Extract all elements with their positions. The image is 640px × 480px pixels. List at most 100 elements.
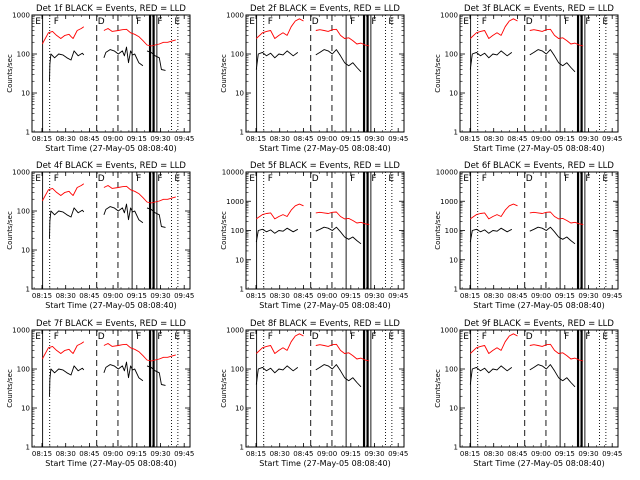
y-axis-label: Counts/sec xyxy=(6,54,14,93)
x-tick-label: 08:30 xyxy=(484,135,504,143)
region-letter: F xyxy=(482,17,487,27)
region-letter: D xyxy=(312,174,319,184)
events-series-line xyxy=(255,50,299,70)
panel-title: Det 6f BLACK = Events, RED = LLD xyxy=(464,161,614,171)
y-tick-label: 100 xyxy=(231,51,244,59)
x-tick-label: 09:00 xyxy=(103,292,123,300)
region-letter: F xyxy=(585,17,590,27)
region-letter: D xyxy=(526,174,533,184)
region-letter: E xyxy=(249,174,255,184)
x-tick-label: 08:45 xyxy=(79,450,99,458)
y-tick-label: 1 xyxy=(26,129,30,137)
plot-frame xyxy=(245,14,405,133)
region-letter: F xyxy=(585,332,590,342)
y-tick-label: 100 xyxy=(17,366,30,374)
events-series-line xyxy=(529,49,576,73)
y-axis-label: Counts/sec xyxy=(220,369,228,408)
y-tick-label: 100 xyxy=(17,51,30,59)
x-axis-label: Start Time (27-May-05 08:08:40) xyxy=(45,144,176,153)
panel-title: Det 4f BLACK = Events, RED = LLD xyxy=(36,161,186,171)
x-tick-label: 08:30 xyxy=(484,292,504,300)
lld-series-line xyxy=(529,343,584,362)
y-tick-label: 10 xyxy=(235,405,244,413)
events-series-line xyxy=(315,49,362,73)
x-tick-label: 09:00 xyxy=(531,450,551,458)
region-letter: F xyxy=(371,17,376,27)
y-axis-label: Counts/sec xyxy=(434,211,442,250)
x-tick-label: 08:30 xyxy=(270,292,290,300)
panel-title: Det 5f BLACK = Events, RED = LLD xyxy=(250,161,400,171)
region-letter: F xyxy=(54,174,59,184)
detector-panel-3: Det 3f BLACK = Events, RED = LLD Counts/s… xyxy=(434,4,622,153)
y-tick-label: 10 xyxy=(449,256,458,264)
region-letter: D xyxy=(312,17,319,27)
events-series-line xyxy=(255,227,299,243)
x-tick-label: 08:45 xyxy=(293,135,313,143)
y-tick-label: 1 xyxy=(454,286,458,294)
y-axis-label: Counts/sec xyxy=(6,211,14,250)
events-series-line xyxy=(469,365,513,385)
x-tick-label: 09:45 xyxy=(174,292,194,300)
x-tick-label: 09:00 xyxy=(531,135,551,143)
events-series-line xyxy=(103,46,144,67)
region-letter: E xyxy=(35,174,41,184)
x-tick-label: 09:00 xyxy=(317,450,337,458)
region-letter: E xyxy=(249,332,255,342)
region-letter: F xyxy=(136,174,141,184)
x-tick-label: 09:15 xyxy=(555,292,575,300)
y-tick-label: 1 xyxy=(26,444,30,452)
y-tick-label: 1000 xyxy=(12,169,30,177)
events-series-line xyxy=(469,50,513,70)
lld-series-line xyxy=(103,185,176,204)
events-series-line xyxy=(103,361,144,382)
y-tick-label: 1000 xyxy=(12,12,30,20)
y-tick-label: 10 xyxy=(21,90,30,98)
region-letter: D xyxy=(526,332,533,342)
x-tick-label: 08:30 xyxy=(56,450,76,458)
region-letter: F xyxy=(157,174,162,184)
region-letter: F xyxy=(585,174,590,184)
x-axis-label: Start Time (27-May-05 08:08:40) xyxy=(473,459,604,468)
region-letter: D xyxy=(98,332,105,342)
panel-title: Det 7f BLACK = Events, RED = LLD xyxy=(36,319,186,329)
x-axis-label: Start Time (27-May-05 08:08:40) xyxy=(259,301,390,310)
region-letter: F xyxy=(564,332,569,342)
y-tick-label: 10000 xyxy=(436,169,458,177)
y-tick-label: 1 xyxy=(240,286,244,294)
lld-series-line xyxy=(315,28,370,47)
region-letter: E xyxy=(174,174,180,184)
events-series-line xyxy=(146,365,166,386)
x-tick-label: 09:30 xyxy=(364,135,384,143)
x-tick-label: 09:30 xyxy=(578,450,598,458)
x-tick-label: 08:30 xyxy=(270,450,290,458)
lld-series-line xyxy=(103,28,176,47)
panel-title: Det 3f BLACK = Events, RED = LLD xyxy=(464,4,614,14)
region-letter: E xyxy=(388,332,394,342)
panel-title: Det 1f BLACK = Events, RED = LLD xyxy=(36,4,186,14)
x-tick-label: 09:15 xyxy=(341,135,361,143)
y-tick-label: 100 xyxy=(17,208,30,216)
x-axis-label: Start Time (27-May-05 08:08:40) xyxy=(473,144,604,153)
x-tick-label: 09:15 xyxy=(127,292,147,300)
y-tick-label: 1000 xyxy=(226,327,244,335)
y-tick-label: 1 xyxy=(240,444,244,452)
detector-panel-2: Det 2f BLACK = Events, RED = LLD Counts/s… xyxy=(220,4,408,153)
x-tick-label: 08:15 xyxy=(460,135,480,143)
x-axis-label: Start Time (27-May-05 08:08:40) xyxy=(45,459,176,468)
region-letter: F xyxy=(350,174,355,184)
y-tick-label: 100 xyxy=(231,227,244,235)
x-tick-label: 09:45 xyxy=(602,450,622,458)
x-tick-label: 09:30 xyxy=(578,292,598,300)
region-letter: E xyxy=(174,332,180,342)
x-axis-label: Start Time (27-May-05 08:08:40) xyxy=(45,301,176,310)
x-tick-label: 09:45 xyxy=(388,135,408,143)
region-letter: D xyxy=(98,17,105,27)
y-tick-label: 1 xyxy=(240,129,244,137)
lld-series-line xyxy=(470,203,518,220)
y-tick-label: 10000 xyxy=(222,169,244,177)
x-tick-label: 09:30 xyxy=(150,450,170,458)
region-letter: E xyxy=(249,17,255,27)
region-letter: F xyxy=(157,17,162,27)
y-tick-label: 10 xyxy=(449,90,458,98)
